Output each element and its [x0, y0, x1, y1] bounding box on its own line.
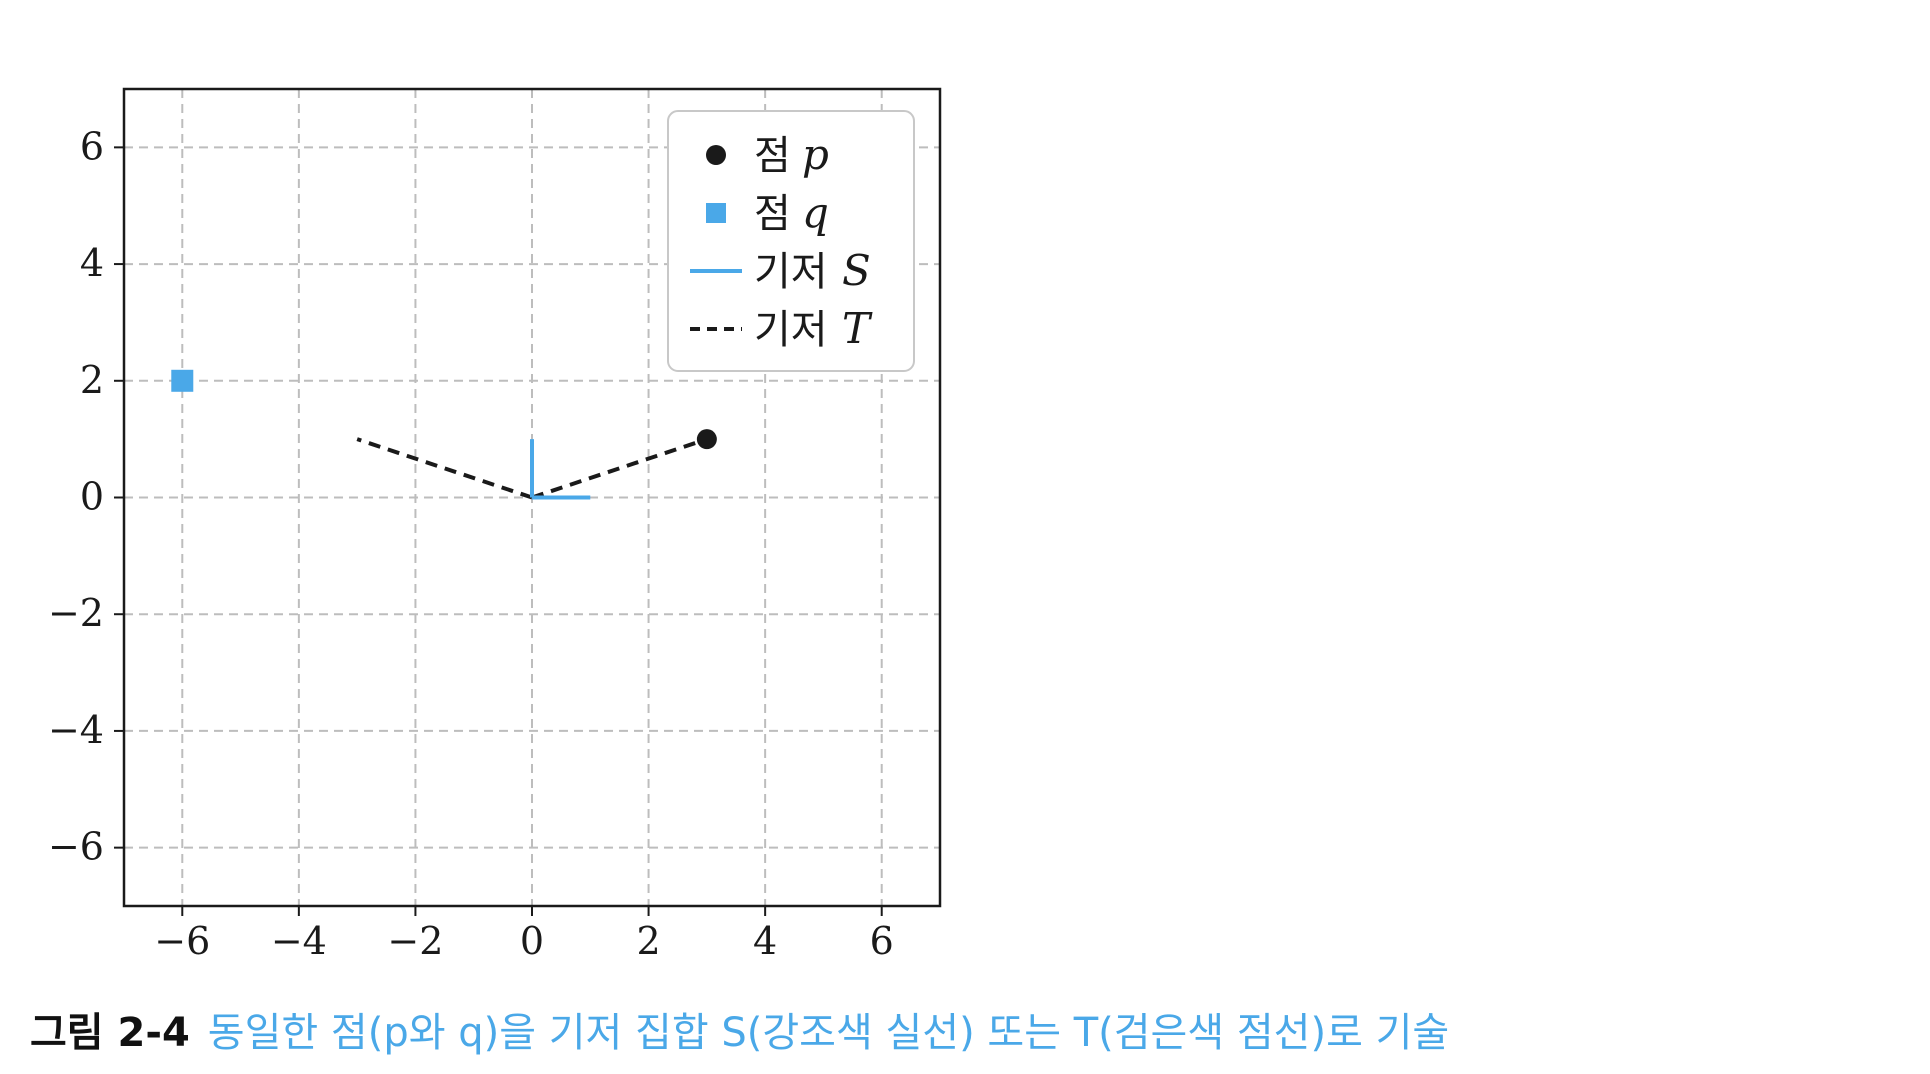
legend-label: 기저 [754, 249, 828, 295]
y-tick-label: −2 [48, 591, 104, 635]
point-p-marker [696, 429, 717, 450]
y-tick-label: 0 [80, 475, 104, 519]
y-tick-label: 2 [80, 358, 104, 402]
x-tick-label: −4 [271, 919, 327, 963]
x-tick-label: 6 [870, 919, 894, 963]
legend-box [667, 110, 915, 372]
y-tick-label: −4 [48, 708, 104, 752]
x-tick-label: −6 [154, 919, 210, 963]
legend-math-symbol: S [842, 246, 871, 295]
x-tick-label: 2 [636, 919, 660, 963]
x-tick-label: 4 [753, 919, 777, 963]
figure-caption: 그림 2-4 동일한 점(p와 q)을 기저 집합 S(강조색 실선) 또는 T(… [30, 1000, 1449, 1058]
x-tick-label: −2 [387, 919, 443, 963]
y-tick-label: −6 [48, 825, 104, 869]
legend-math-symbol: p [802, 130, 829, 179]
figure-caption-text: 동일한 점(p와 q)을 기저 집합 S(강조색 실선) 또는 T(검은색 점선… [207, 1010, 1450, 1056]
basis-t-vector [356, 437, 533, 500]
legend-marker-circle [706, 145, 726, 165]
y-tick-label: 4 [80, 241, 104, 285]
legend-label: 기저 [754, 307, 828, 353]
legend-math-symbol: q [802, 188, 829, 237]
legend-label: 점 [754, 191, 791, 237]
basis-t-vector [531, 437, 708, 500]
y-tick-label: 6 [80, 124, 104, 168]
point-q-marker [171, 369, 194, 392]
legend-marker-square [706, 203, 726, 223]
legend-label: 점 [754, 133, 791, 179]
figure-number: 그림 2-4 [30, 1010, 190, 1056]
legend-math-symbol: T [842, 304, 873, 353]
x-tick-label: 0 [520, 919, 544, 963]
